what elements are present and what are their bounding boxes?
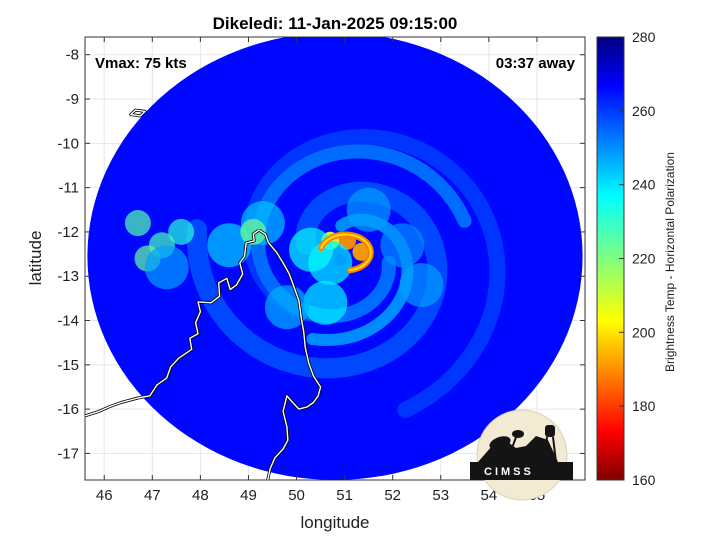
y-tick-label: -14: [57, 313, 79, 330]
time-offset-label: 03:37 away: [496, 55, 576, 72]
colorbar-tick-label: 260: [632, 103, 656, 119]
brightness-temperature-swath: [87, 37, 583, 480]
temperature-feature: [399, 263, 444, 308]
cimss-logo-text: CIMSS: [484, 466, 534, 478]
temperature-feature: [352, 242, 371, 261]
y-tick-label: -17: [57, 445, 79, 462]
x-tick-label: 53: [432, 487, 449, 504]
y-tick-label: -16: [57, 401, 79, 418]
coastline-islet: [130, 109, 146, 117]
rain-band: [250, 144, 472, 324]
y-tick-label: -10: [57, 135, 79, 152]
temperature-feature: [346, 187, 391, 232]
vmax-label: Vmax: 75 kts: [95, 55, 187, 72]
temperature-feature: [303, 280, 348, 325]
x-tick-label: 52: [384, 487, 401, 504]
colorbar-tick-label: 180: [632, 398, 656, 414]
colorbar: 280 260 240 220 200 180 160 Brightness Temp - …: [596, 29, 677, 488]
y-tick-label: -15: [57, 357, 79, 374]
x-tick-label: 50: [288, 487, 305, 504]
eye: [334, 254, 347, 267]
colorbar-tick-label: 280: [632, 29, 656, 45]
x-tick-label: 49: [240, 487, 257, 504]
x-axis-label: longitude: [300, 513, 369, 532]
temperature-feature: [207, 223, 252, 268]
x-tick-label: 46: [96, 487, 113, 504]
x-tick-label: 47: [144, 487, 161, 504]
x-axis-ticks: 46474849505152535455: [96, 37, 545, 504]
temperature-feature: [168, 218, 195, 245]
colorbar-tick-label: 220: [632, 251, 656, 267]
x-tick-label: 51: [336, 487, 353, 504]
temperature-feature: [144, 245, 189, 290]
y-tick-label: -9: [66, 91, 79, 108]
y-tick-label: -11: [58, 180, 79, 197]
coastline-east: [258, 229, 322, 480]
coastline-west: [85, 229, 260, 417]
x-tick-label: 48: [192, 487, 209, 504]
coastline: [85, 108, 323, 480]
temperature-feature: [240, 218, 267, 245]
eyewall-inner: [320, 233, 372, 272]
y-axis-ticks: -8 -9 -10 -11 -12 -13 -14 -15 -16 -17: [57, 47, 585, 462]
colorbar-tick-label: 240: [632, 177, 656, 193]
cimss-logo: CIMSS: [470, 409, 573, 501]
y-tick-label: -12: [57, 224, 79, 241]
x-tick-label: 54: [481, 487, 498, 504]
colorbar-tick-label: 160: [632, 472, 656, 488]
colorbar-label: Brightness Temp - Horizontal Polarizatio…: [663, 152, 677, 372]
temperature-feature: [124, 210, 151, 237]
rain-band: [242, 128, 506, 418]
colorbar-ticks: 280 260 240 220 200 180 160: [619, 29, 656, 488]
y-axis-label: latitude: [26, 231, 45, 286]
temperature-feature: [288, 227, 333, 272]
colorbar-tick-label: 200: [632, 324, 656, 340]
temperature-feature: [380, 223, 425, 268]
y-tick-label: -13: [57, 268, 79, 285]
y-tick-label: -8: [66, 47, 79, 64]
chart-title: Dikeledi: 11-Jan-2025 09:15:00: [213, 14, 458, 33]
